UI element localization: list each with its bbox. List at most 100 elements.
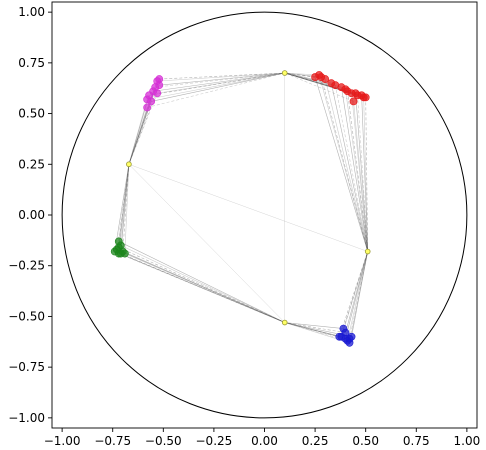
link-line bbox=[120, 245, 285, 323]
link-line bbox=[341, 251, 369, 337]
link-line bbox=[118, 164, 130, 242]
link-line bbox=[324, 79, 369, 252]
y-tick-label: −0.50 bbox=[8, 309, 45, 323]
link-line bbox=[349, 251, 369, 343]
link-line bbox=[155, 72, 285, 88]
link-line bbox=[357, 95, 369, 252]
link-line bbox=[343, 251, 369, 329]
link-line bbox=[355, 93, 369, 252]
link-line bbox=[128, 101, 152, 165]
link-line bbox=[351, 251, 369, 337]
x-tick-label: 0.75 bbox=[403, 434, 430, 448]
link-line bbox=[345, 89, 369, 252]
center-link-line bbox=[128, 164, 285, 323]
link-line bbox=[124, 164, 130, 254]
link-line bbox=[314, 76, 369, 252]
link-line bbox=[345, 251, 369, 339]
y-tick-label: 0.75 bbox=[18, 56, 45, 70]
data-point bbox=[335, 332, 344, 341]
x-tick-label: 0.25 bbox=[302, 434, 329, 448]
data-point bbox=[349, 97, 358, 106]
x-tick-label: 1.00 bbox=[454, 434, 481, 448]
link-line bbox=[118, 241, 285, 323]
link-line bbox=[118, 247, 285, 323]
x-tick-label: −0.50 bbox=[145, 434, 182, 448]
link-line bbox=[159, 72, 285, 86]
y-tick-label: 1.00 bbox=[18, 5, 45, 19]
link-line bbox=[320, 76, 369, 252]
data-point bbox=[345, 338, 354, 347]
link-line bbox=[147, 72, 285, 100]
link-line bbox=[284, 72, 336, 86]
center-point bbox=[281, 319, 288, 326]
link-line bbox=[116, 249, 285, 323]
center-point bbox=[364, 248, 371, 255]
link-line bbox=[284, 72, 316, 78]
data-point bbox=[153, 89, 162, 98]
unit-circle bbox=[61, 11, 468, 419]
link-line bbox=[284, 72, 354, 102]
link-line bbox=[335, 85, 369, 252]
link-line bbox=[128, 85, 160, 165]
link-line bbox=[345, 251, 369, 333]
link-line bbox=[151, 72, 285, 102]
data-point bbox=[361, 93, 370, 102]
link-line bbox=[157, 72, 285, 94]
link-line bbox=[128, 107, 148, 165]
x-tick-label: −0.75 bbox=[94, 434, 131, 448]
link-line bbox=[351, 93, 369, 252]
link-line bbox=[353, 101, 369, 252]
link-line bbox=[118, 164, 130, 248]
y-tick-label: −0.75 bbox=[8, 360, 45, 374]
link-line bbox=[124, 253, 285, 323]
data-point bbox=[143, 103, 152, 112]
link-line bbox=[114, 164, 130, 252]
link-line bbox=[120, 164, 130, 254]
x-tick-label: −0.25 bbox=[196, 434, 233, 448]
link-line bbox=[284, 322, 346, 333]
link-line bbox=[284, 322, 346, 340]
link-line bbox=[318, 74, 369, 252]
link-line bbox=[159, 72, 285, 80]
y-tick-label: −0.25 bbox=[8, 259, 45, 273]
x-tick-label: −1.00 bbox=[44, 434, 81, 448]
link-line bbox=[128, 99, 148, 165]
link-line bbox=[122, 164, 130, 252]
data-point bbox=[147, 97, 156, 106]
center-point bbox=[281, 70, 288, 76]
y-tick-label: −1.00 bbox=[8, 411, 45, 425]
link-line bbox=[284, 322, 344, 329]
link-line bbox=[153, 72, 285, 92]
link-line bbox=[330, 83, 369, 252]
link-line bbox=[365, 97, 369, 252]
link-line bbox=[361, 95, 369, 252]
link-line bbox=[114, 251, 285, 323]
link-line bbox=[147, 72, 285, 108]
y-tick-label: 0.25 bbox=[18, 157, 45, 171]
data-point bbox=[116, 249, 125, 258]
x-tick-label: 0.50 bbox=[352, 434, 379, 448]
link-line bbox=[149, 72, 285, 96]
center-point bbox=[126, 161, 132, 168]
link-line bbox=[128, 93, 158, 165]
y-tick-label: 0.50 bbox=[18, 107, 45, 121]
link-line bbox=[284, 72, 362, 96]
link-line bbox=[157, 72, 285, 82]
data-point bbox=[341, 328, 350, 337]
center-link-line bbox=[128, 164, 368, 252]
data-point bbox=[321, 75, 330, 83]
link-line bbox=[116, 164, 130, 250]
link-line bbox=[122, 251, 285, 323]
x-tick-label: 0.00 bbox=[251, 434, 278, 448]
link-line bbox=[363, 97, 369, 252]
link-line bbox=[341, 87, 369, 252]
plot-frame bbox=[51, 1, 478, 429]
link-line bbox=[120, 164, 130, 246]
link-line bbox=[284, 322, 340, 338]
y-tick-label: 0.00 bbox=[18, 208, 45, 222]
link-line bbox=[347, 91, 369, 252]
link-line bbox=[347, 251, 369, 341]
link-line bbox=[284, 322, 342, 338]
